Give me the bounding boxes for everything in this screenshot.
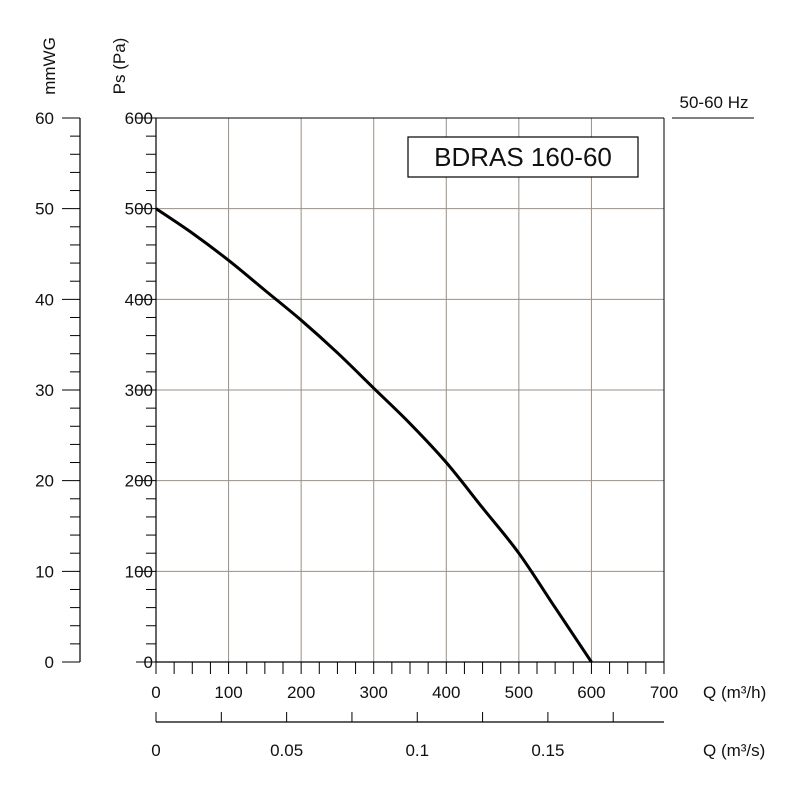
y2-tick-label: 40 <box>35 290 54 309</box>
series <box>155 207 593 663</box>
ticks <box>62 117 665 722</box>
x-tick-label: 600 <box>577 683 605 702</box>
y2-tick-label: 50 <box>35 200 54 219</box>
chart-title-box <box>407 136 639 178</box>
y-axis-title: Ps (Pa) <box>110 38 129 95</box>
y2-tick-label: 60 <box>35 109 54 128</box>
y2-tick-label: 0 <box>45 653 54 672</box>
y-tick-label: 600 <box>125 109 153 128</box>
x2-tick-label: 0.15 <box>531 741 564 760</box>
x-tick-label: 100 <box>214 683 242 702</box>
x-tick-label: 300 <box>360 683 388 702</box>
y-tick-label: 100 <box>125 562 153 581</box>
y2-tick-label: 10 <box>35 562 54 581</box>
y2-tick-label: 30 <box>35 381 54 400</box>
y-tick-label: 300 <box>125 381 153 400</box>
y-tick-label: 0 <box>144 653 153 672</box>
y2-tick-label: 20 <box>35 472 54 491</box>
x-tick-label: 400 <box>432 683 460 702</box>
x-tick-label: 200 <box>287 683 315 702</box>
x-axis-title: Q (m³/h) <box>703 683 766 702</box>
frequency-label: 50-60 Hz <box>680 93 749 112</box>
y-tick-label: 400 <box>125 290 153 309</box>
x2-tick-label: 0.1 <box>405 741 429 760</box>
grid <box>156 117 665 662</box>
fan-curve-line <box>155 207 593 663</box>
x2-tick-label: 0.05 <box>270 741 303 760</box>
x-tick-label: 500 <box>505 683 533 702</box>
x2-axis-title: Q (m³/s) <box>703 741 765 760</box>
y2-axis-title: mmWG <box>40 37 59 95</box>
y-tick-label: 500 <box>125 200 153 219</box>
x2-tick-label: 0 <box>151 741 160 760</box>
chart-title: BDRAS 160-60 <box>434 142 612 172</box>
x-tick-label: 0 <box>151 683 160 702</box>
x-tick-label: 700 <box>650 683 678 702</box>
y-tick-label: 200 <box>125 472 153 491</box>
